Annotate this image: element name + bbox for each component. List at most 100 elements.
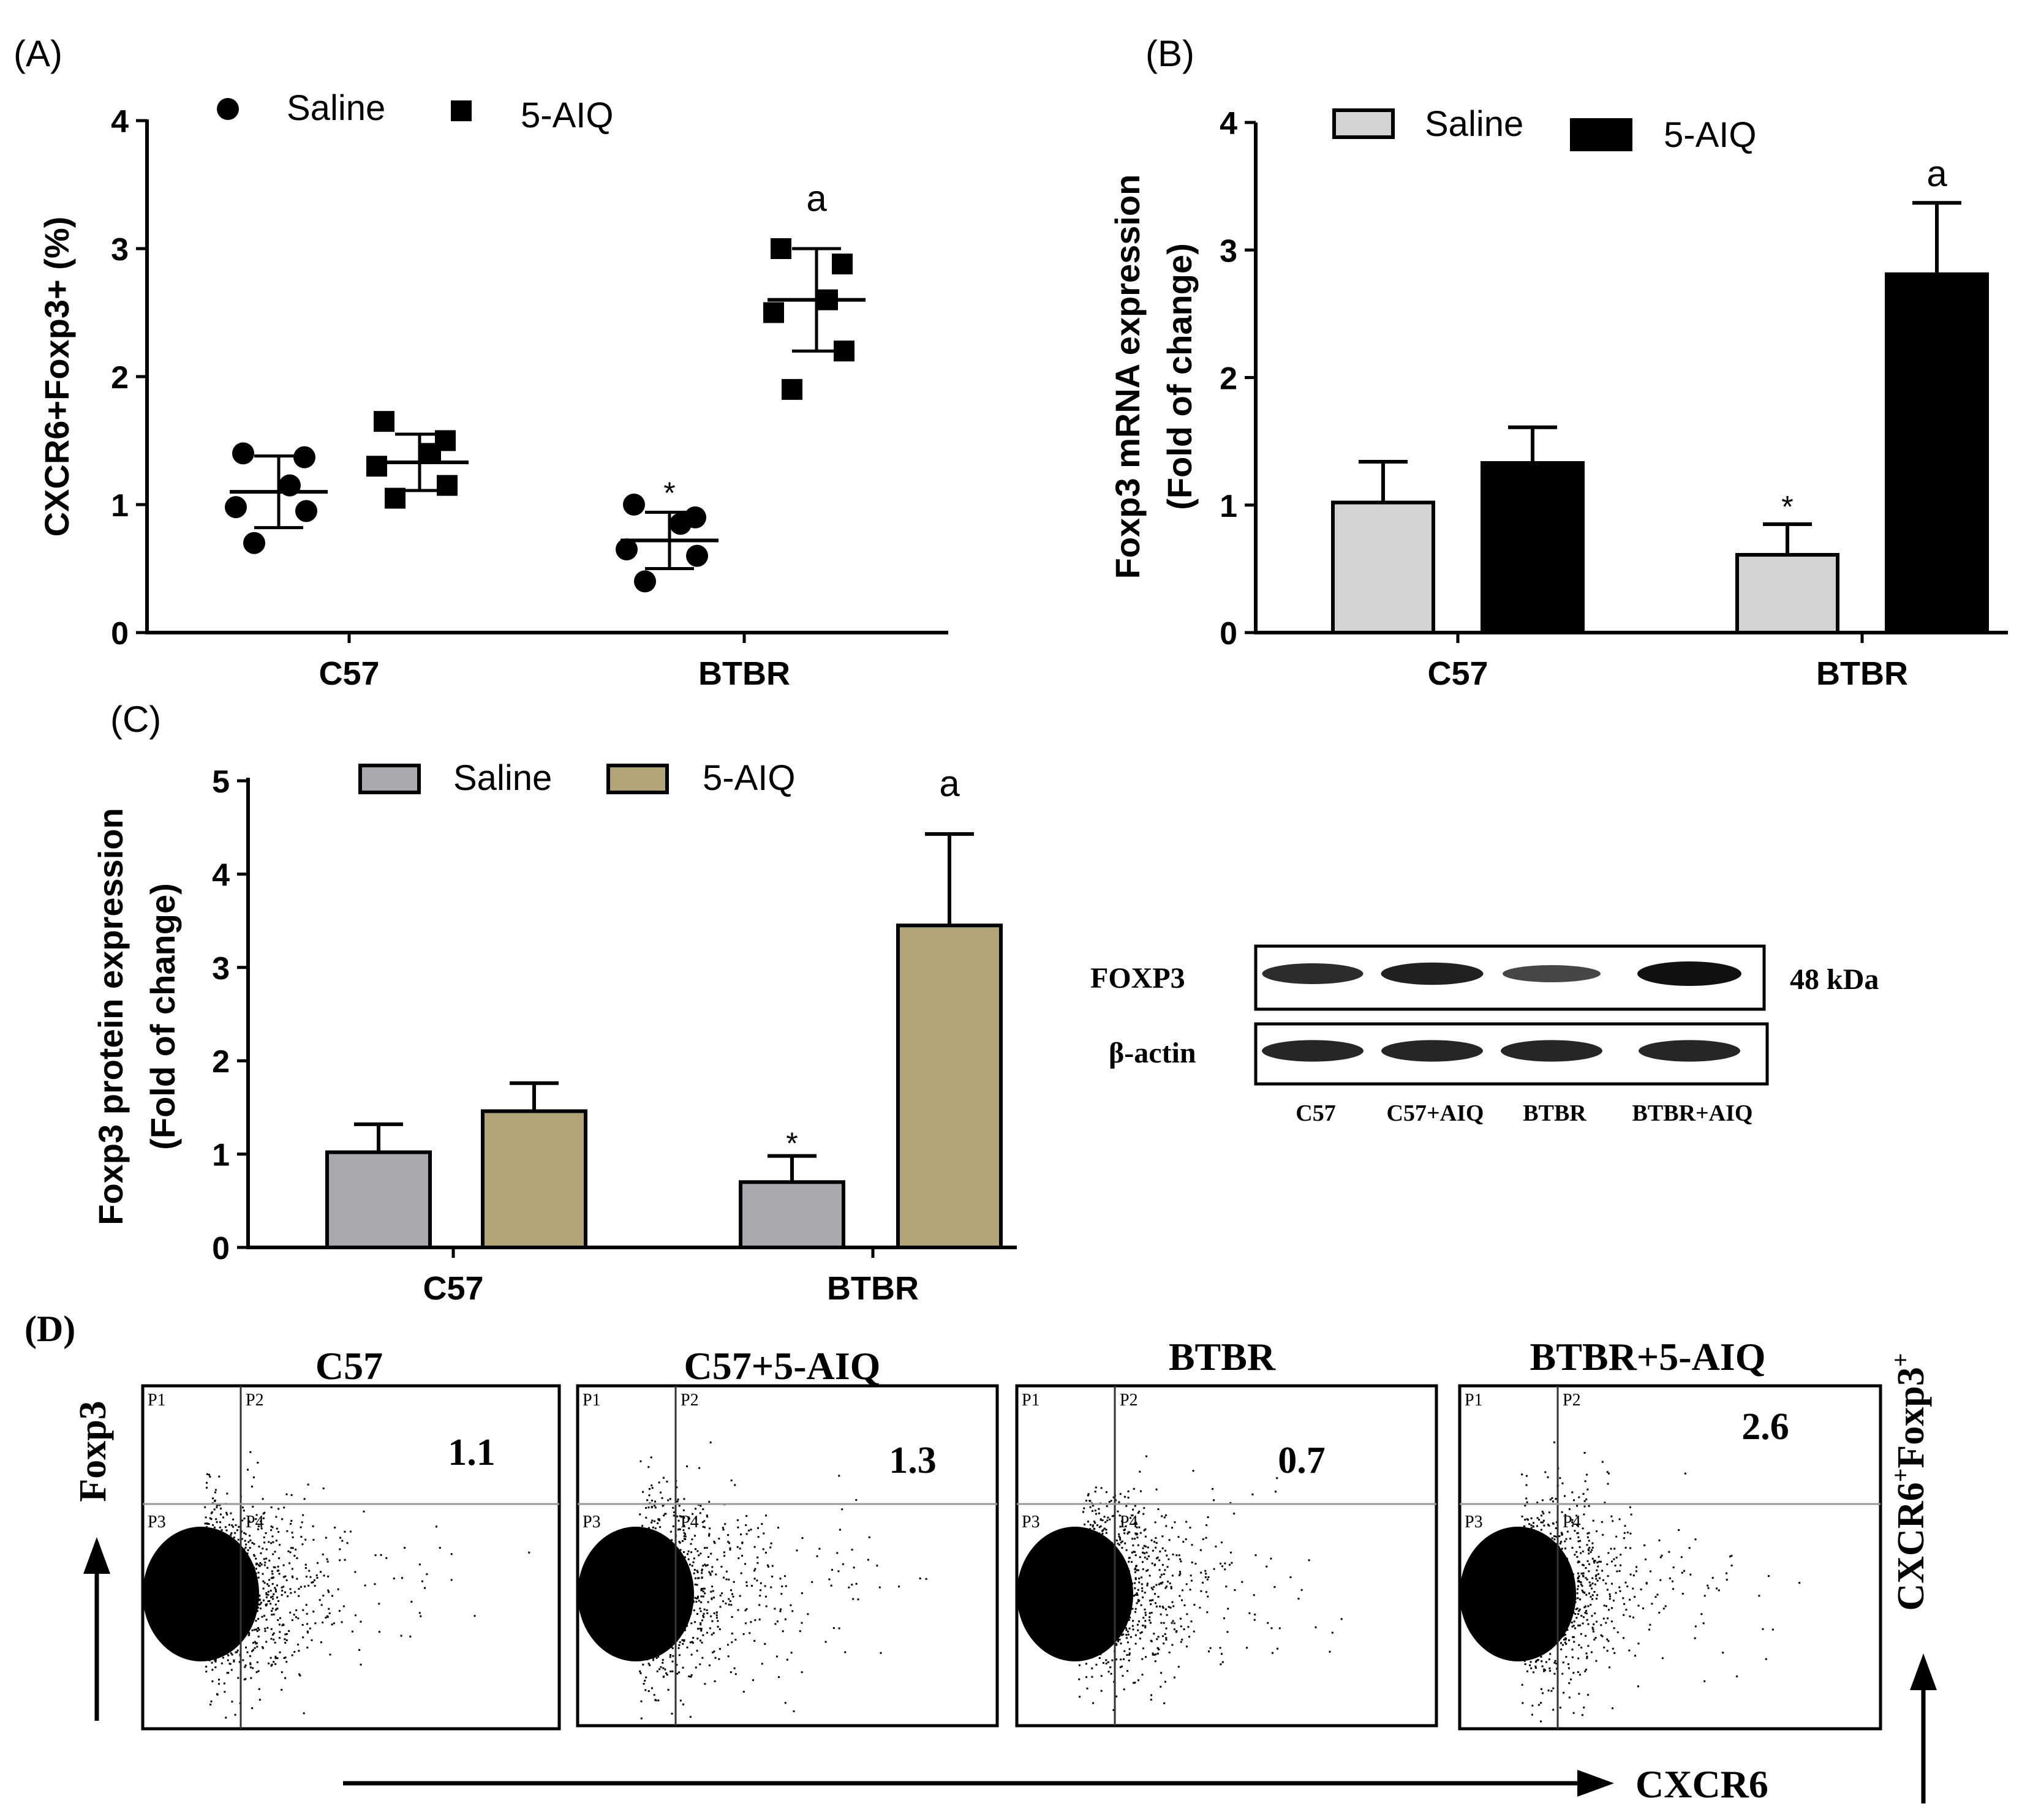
x-label-c-c57: C57 — [423, 1270, 483, 1307]
point-saline-btbr-2 — [670, 513, 692, 535]
legend-c-aiq-swatch — [606, 764, 669, 794]
point-aiq-c57-0 — [374, 411, 394, 432]
y-axis-label-b-line1: Foxp3 mRNA expression — [1108, 175, 1147, 579]
point-saline-c57-4 — [295, 500, 317, 522]
point-saline-c57-3 — [225, 496, 247, 519]
b-bar-saline-c57 — [1331, 500, 1435, 635]
blot-band-0-0 — [1262, 963, 1364, 984]
flow-plot-2: P1 P2 P3 P4 1.3 — [576, 1384, 999, 1728]
legend-b-aiq-label: 5-AIQ — [1664, 115, 1757, 155]
point-aiq-c57-3 — [366, 456, 387, 477]
right-label-text2: Foxp3 — [1890, 1367, 1932, 1468]
panel-a-scatter: (A) Saline 5-AIQ C57 BTBR 0 1 2 3 4 CXCR6+Fo… — [13, 33, 948, 692]
blot-lane-label-2: C57+AIQ — [1387, 1100, 1484, 1126]
blot-band-1-2 — [1501, 1040, 1602, 1062]
y-a-tick-label-4: 4 — [111, 104, 129, 140]
c-tick-label-5: 5 — [212, 764, 230, 800]
flow-gate-label-p1: P1 — [1022, 1391, 1040, 1410]
legend-c-aiq-label: 5-AIQ — [703, 758, 796, 798]
annotation-b-letter: a — [1926, 153, 1947, 194]
blot-band-0-2 — [1503, 965, 1601, 982]
legend-aiq-label: 5-AIQ — [521, 96, 614, 135]
c-bar-saline-btbr — [739, 1180, 845, 1249]
flow-gate-label-p2: P2 — [246, 1391, 264, 1410]
c-bar-saline-c57 — [325, 1150, 432, 1249]
c-tick-label-2: 2 — [212, 1044, 230, 1080]
panel-b-bar: (B) Saline 5-AIQ C57 BTBR 0 1 2 3 4 Foxp3 mR… — [1108, 33, 2008, 692]
panel-d-label: (D) — [25, 1309, 75, 1349]
flow-gate-label-p1: P1 — [1465, 1391, 1483, 1410]
y-axis-label-c-line1: Foxp3 protein expression — [91, 808, 130, 1225]
panel-c-bar: (C) Saline 5-AIQ C57 BTBR 0 1 2 3 4 5 Foxp3 p… — [91, 699, 1017, 1307]
flow-gate-label-p3: P3 — [583, 1513, 601, 1532]
blot-lane-label-1: C57 — [1296, 1100, 1335, 1126]
blot-band-0-3 — [1637, 961, 1741, 986]
annotation-c-star: * — [786, 1126, 798, 1160]
flow-plot-1: P1 P2 P3 P4 1.1 — [141, 1384, 561, 1731]
c-tick-label-0: 0 — [212, 1231, 230, 1266]
b-bar-saline-btbr — [1735, 552, 1839, 635]
point-saline-c57-0 — [232, 442, 254, 465]
legend-aiq-marker — [451, 100, 472, 121]
flow-value-4: 2.6 — [1741, 1406, 1789, 1448]
y-axis-label-a: CXCR6+Foxp3+ (%) — [37, 217, 76, 537]
flow-gate-label-p3: P3 — [148, 1513, 166, 1532]
panel-a-label: (A) — [13, 33, 62, 74]
flow-gate-label-p2: P2 — [681, 1391, 699, 1410]
flow-gate-label-p4: P4 — [1563, 1513, 1581, 1532]
flow-dense-cluster-4 — [1460, 1527, 1576, 1661]
x-label-b-btbr: BTBR — [1816, 655, 1908, 692]
flow-events-4 — [1521, 1441, 1801, 1723]
x-label-a-btbr: BTBR — [698, 655, 790, 692]
y-a-tick-label-3: 3 — [111, 232, 129, 268]
flow-gate-label-p4: P4 — [681, 1513, 699, 1532]
c-tick-label-1: 1 — [212, 1138, 230, 1173]
legend-saline-marker — [217, 98, 239, 120]
flow-gate-label-p3: P3 — [1465, 1513, 1483, 1532]
b-tick-label-3: 3 — [1220, 233, 1237, 269]
legend-b-saline-swatch — [1332, 108, 1395, 139]
b-bar-5-aiq-btbr — [1885, 272, 1989, 634]
flow-plot-4: P1 P2 P3 P4 2.6 — [1458, 1384, 1882, 1731]
foxp3-arrowhead — [83, 1537, 110, 1574]
flow-gate-label-p4: P4 — [246, 1513, 264, 1532]
flow-gate-label-p2: P2 — [1563, 1391, 1581, 1410]
point-saline-btbr-5 — [634, 570, 656, 593]
annotation-c-letter: a — [939, 763, 960, 804]
point-aiq-btbr-5 — [782, 378, 802, 400]
b-tick-label-0: 0 — [1220, 616, 1237, 652]
c-bar-5-aiq-c57 — [481, 1109, 587, 1249]
flow-value-3: 0.7 — [1278, 1440, 1326, 1481]
legend-c-saline-label: Saline — [453, 758, 552, 798]
blot-row-label-actin: β-actin — [1109, 1037, 1196, 1069]
y-a-tick-label-0: 0 — [111, 616, 129, 652]
flow-value-2: 1.3 — [889, 1440, 937, 1481]
annotation-a-letter: a — [806, 178, 827, 219]
legend-c-saline-swatch — [358, 764, 421, 794]
x-label-b-c57: C57 — [1427, 655, 1488, 692]
legend-b-saline-label: Saline — [1425, 104, 1523, 144]
c-tick-label-3: 3 — [212, 951, 230, 987]
point-saline-btbr-4 — [686, 544, 708, 567]
flow-dense-cluster-3 — [1017, 1527, 1133, 1661]
c-bar-5-aiq-btbr — [896, 923, 1003, 1249]
point-saline-btbr-3 — [616, 538, 638, 561]
b-tick-label-4: 4 — [1220, 106, 1237, 141]
point-saline-c57-1 — [293, 446, 315, 468]
right-label-sup1: + — [1887, 1468, 1914, 1483]
flow-x-axis-label: CXCR6 — [1635, 1762, 1768, 1806]
flow-right-label: CXCR6+Foxp3+ — [1887, 1353, 1932, 1611]
flow-gate-label-p3: P3 — [1022, 1513, 1040, 1532]
annotation-a-star: * — [663, 476, 675, 510]
y-a-tick-label-1: 1 — [111, 488, 129, 524]
x-label-a-c57: C57 — [319, 655, 379, 692]
legend-b-aiq-swatch — [1570, 118, 1632, 151]
flow-value-1: 1.1 — [448, 1432, 496, 1473]
cxcr6-foxp3-arrowhead — [1910, 1653, 1937, 1690]
flow-gate-label-p1: P1 — [148, 1391, 166, 1410]
point-aiq-btbr-0 — [771, 238, 791, 259]
blot-lane-label-3: BTBR — [1523, 1100, 1586, 1126]
flow-title-4: BTBR+5-AIQ — [1530, 1335, 1766, 1378]
c-tick-label-4: 4 — [212, 857, 230, 893]
